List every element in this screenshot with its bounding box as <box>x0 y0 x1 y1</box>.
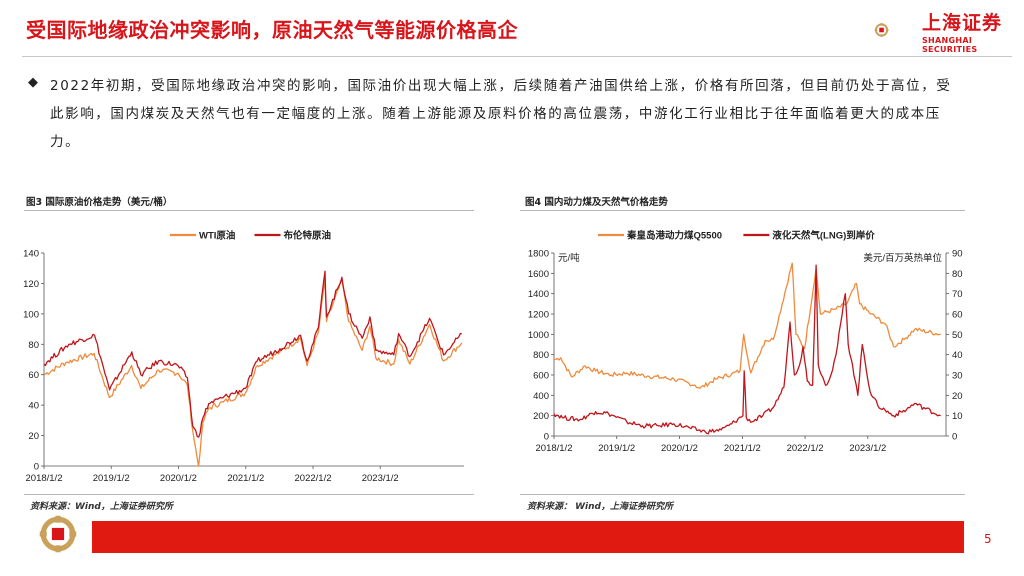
y-tick-label-right: 50 <box>952 330 963 341</box>
x-tick-label: 2021/1/2 <box>724 443 761 454</box>
y-tick-label: 1600 <box>528 269 549 280</box>
series-line-1 <box>43 270 462 438</box>
y-tick-label-right: 10 <box>952 411 963 422</box>
footer-bar <box>92 521 964 553</box>
y-axis-label-right: 美元/百万英热单位 <box>863 252 942 264</box>
diamond-bullet-icon: ◆ <box>28 75 38 90</box>
y-tick-label: 20 <box>28 431 39 442</box>
y-tick-label: 0 <box>544 432 549 443</box>
source-note-right: 资料来源： Wind，上海证券研究所 <box>527 502 673 512</box>
y-axis-label-left: 元/吨 <box>558 252 580 264</box>
footer-emblem-icon <box>39 515 77 553</box>
x-tick-label: 2023/1/2 <box>849 443 886 454</box>
y-tick-label: 1800 <box>528 249 549 260</box>
y-tick-label: 1200 <box>528 310 549 321</box>
legend-label-1: 布伦特原油 <box>283 230 332 242</box>
series-line-1 <box>553 264 941 435</box>
page-title: 受国际地缘政治冲突影响，原油天然气等能源价格高企 <box>26 18 518 42</box>
x-tick-label: 2019/1/2 <box>598 443 635 454</box>
legend-label-0: 秦皇岛港动力煤Q5500 <box>626 230 722 242</box>
source-note-left: 资料来源：Wind，上海证券研究所 <box>30 502 173 512</box>
oil-price-chart: 0 20 40 60 80 100 120 140 2018/1/2 2019/1/2 2020/1… <box>23 230 464 484</box>
y-tick-label: 200 <box>533 411 549 422</box>
header-divider <box>22 56 1012 57</box>
x-tick-label: 2022/1/2 <box>295 473 332 484</box>
x-tick-label: 2022/1/2 <box>787 443 824 454</box>
brand-name: 上海证券 <box>922 12 1003 34</box>
legend-label-0: WTI原油 <box>199 230 235 242</box>
footer-logo <box>39 515 77 553</box>
y-tick-label: 0 <box>34 462 39 473</box>
figure3-caption: 图3 国际原油价格走势（美元/桶） <box>26 197 173 208</box>
y-tick-label: 120 <box>23 279 39 290</box>
x-tick-label: 2023/1/2 <box>362 473 399 484</box>
y-tick-label: 1400 <box>528 289 549 300</box>
y-tick-label: 600 <box>533 371 549 382</box>
y-tick-label: 40 <box>28 401 39 412</box>
y-tick-label: 100 <box>23 309 39 320</box>
series-line-0 <box>553 262 941 389</box>
figure4-caption: 图4 国内动力煤及天然气价格走势 <box>525 197 668 208</box>
series-line-0 <box>43 278 463 467</box>
source-rule-left <box>24 494 474 495</box>
y-tick-label-right: 90 <box>952 249 963 260</box>
figure4-caption-rule <box>520 210 965 211</box>
y-tick-label: 60 <box>28 370 39 381</box>
y-tick-label-right: 0 <box>952 432 957 443</box>
figure3-caption-rule <box>24 210 474 211</box>
x-tick-label: 2021/1/2 <box>227 473 264 484</box>
logo-emblem-icon <box>874 23 889 37</box>
y-tick-label: 800 <box>533 350 549 361</box>
y-tick-label-right: 60 <box>952 310 963 321</box>
y-tick-label: 400 <box>533 391 549 402</box>
y-tick-label-right: 80 <box>952 269 963 280</box>
y-tick-label: 140 <box>23 249 39 260</box>
x-tick-label: 2018/1/2 <box>26 473 63 484</box>
body-paragraph: 2022年初期，受国际地缘政治冲突的影响，国际油价出现大幅上涨，后续随着产油国供… <box>50 78 952 150</box>
y-tick-label: 80 <box>28 340 39 351</box>
company-logo <box>874 23 889 37</box>
coal-gas-price-chart: 0 200 400 600 800 1000 1200 1400 1600 1800 0 10 20 30… <box>528 230 963 455</box>
x-tick-label: 2018/1/2 <box>536 443 573 454</box>
y-tick-label-right: 30 <box>952 371 963 382</box>
x-tick-label: 2019/1/2 <box>93 473 130 484</box>
brand-name-en: SHANGHAI SECURITIES <box>922 36 978 54</box>
page-number: 5 <box>984 532 992 546</box>
x-tick-label: 2020/1/2 <box>160 473 197 484</box>
y-tick-label-right: 40 <box>952 350 963 361</box>
y-tick-label: 1000 <box>528 330 549 341</box>
x-tick-label: 2020/1/2 <box>661 443 698 454</box>
y-tick-label-right: 70 <box>952 289 963 300</box>
legend-label-1: 液化天然气(LNG)到岸价 <box>772 230 875 242</box>
source-rule-right <box>520 494 965 495</box>
y-tick-label-right: 20 <box>952 391 963 402</box>
